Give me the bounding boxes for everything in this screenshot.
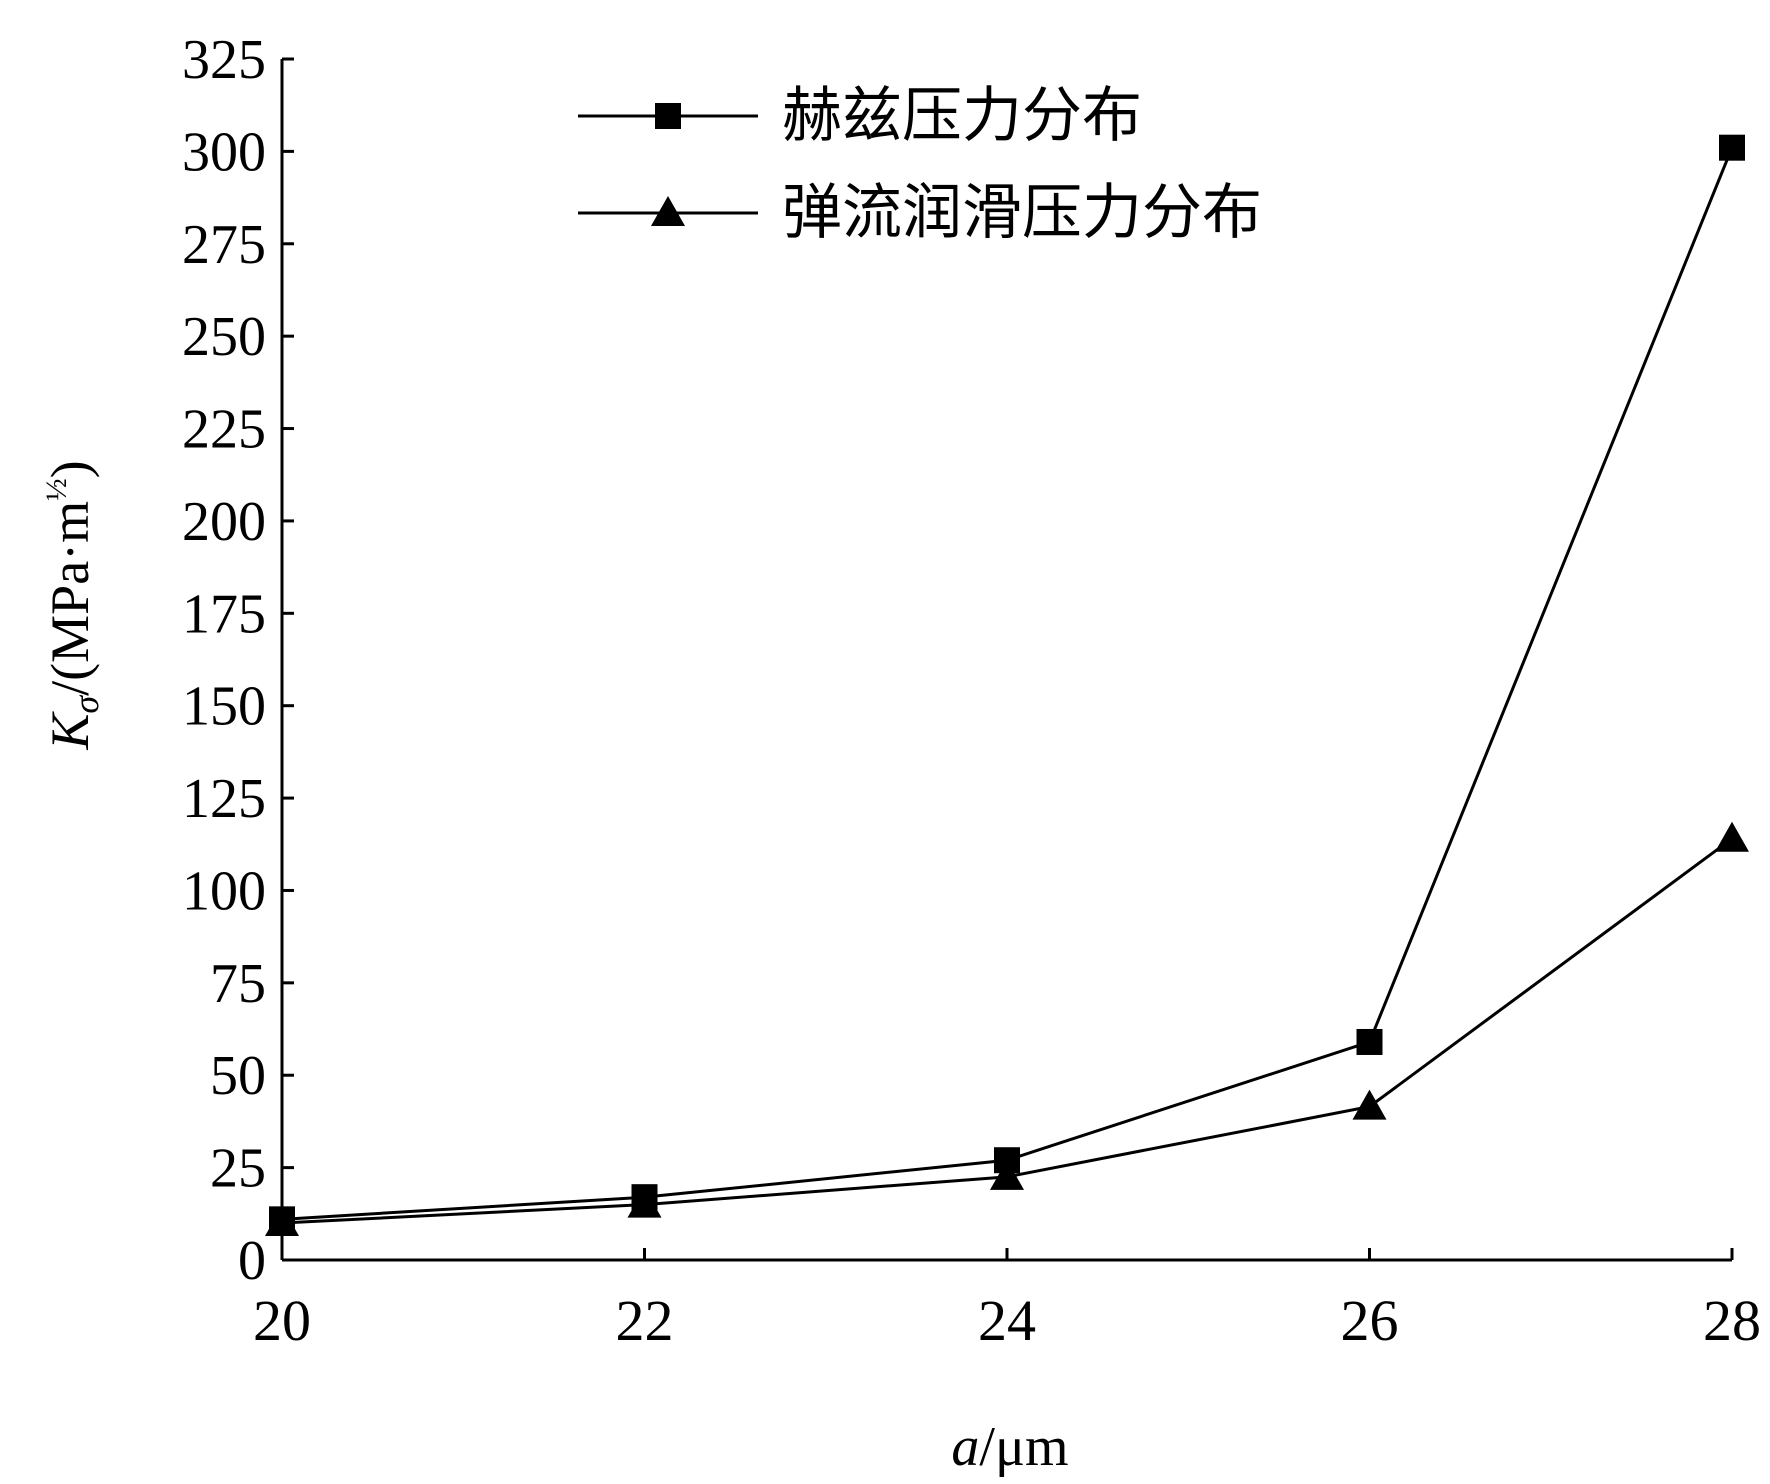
series-2-point bbox=[627, 1187, 662, 1218]
series-1-point bbox=[1719, 134, 1745, 161]
y-tick-label: 25 bbox=[210, 1138, 266, 1200]
y-axis-label-unit: /(MPa·m bbox=[40, 501, 100, 696]
y-tick-label: 125 bbox=[182, 768, 266, 830]
y-tick-label: 250 bbox=[182, 306, 266, 368]
x-ticks: 20 22 24 26 28 bbox=[253, 1248, 1761, 1353]
x-tick-label: 26 bbox=[1341, 1288, 1399, 1353]
y-tick-label: 150 bbox=[182, 676, 266, 738]
legend-marker-2 bbox=[651, 196, 685, 226]
y-axis-label-exponent: ½ bbox=[40, 478, 73, 501]
y-tick-label: 100 bbox=[182, 860, 266, 922]
series-2-point bbox=[265, 1206, 299, 1237]
y-ticks: 0 25 50 75 100 125 150 175 200 225 250 275 300 325 bbox=[182, 29, 294, 1292]
legend-label-1: 赫兹压力分布 bbox=[782, 83, 1142, 149]
y-axis-label-close: ) bbox=[40, 460, 100, 478]
y-axis-label-var: K bbox=[40, 711, 100, 751]
y-axis-label-sub: σ bbox=[66, 695, 106, 714]
series-2-point bbox=[1715, 821, 1749, 852]
x-tick-label: 20 bbox=[253, 1288, 311, 1353]
series-1-point bbox=[1356, 1028, 1383, 1055]
y-tick-label: 275 bbox=[182, 214, 266, 276]
series-2-point bbox=[990, 1159, 1024, 1190]
x-axis-label: a/μm bbox=[951, 1416, 1068, 1478]
legend-label-2: 弹流润滑压力分布 bbox=[782, 180, 1262, 246]
series-2-point bbox=[1352, 1089, 1387, 1120]
x-tick-label: 22 bbox=[616, 1288, 674, 1353]
y-tick-label: 0 bbox=[238, 1230, 266, 1292]
y-tick-label: 200 bbox=[182, 491, 266, 553]
y-tick-label: 50 bbox=[210, 1045, 266, 1107]
series-line-1 bbox=[281, 147, 1734, 1221]
series bbox=[265, 134, 1749, 1237]
x-tick-label: 24 bbox=[978, 1288, 1036, 1353]
y-axis-label: Kσ/(MPa·m½) bbox=[40, 460, 106, 750]
y-tick-label: 225 bbox=[182, 399, 266, 461]
y-tick-label: 325 bbox=[182, 29, 266, 91]
y-tick-label: 300 bbox=[182, 121, 266, 183]
x-axis-label-var: a bbox=[951, 1416, 979, 1478]
x-tick-label: 28 bbox=[1703, 1288, 1761, 1353]
y-tick-label: 175 bbox=[182, 583, 266, 645]
y-tick-label: 75 bbox=[210, 953, 266, 1015]
x-axis-label-unit: /μm bbox=[979, 1416, 1068, 1478]
legend-marker-1 bbox=[655, 103, 681, 129]
